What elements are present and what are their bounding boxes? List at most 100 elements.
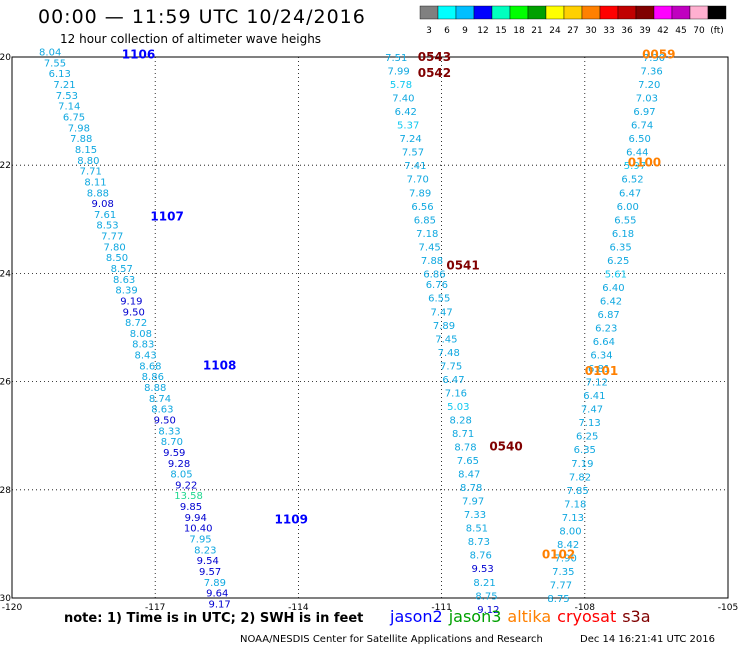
x-tick-label: -105	[718, 603, 738, 613]
data-point-label: 7.89	[204, 578, 226, 589]
data-point-label: 7.18	[564, 499, 586, 510]
data-point-label: 7.30	[643, 53, 665, 64]
timestamp: Dec 14 16:21:41 UTC 2016	[580, 634, 715, 645]
data-point-label: 9.50	[123, 307, 145, 318]
data-point-label: 7.75	[440, 361, 462, 372]
data-point-label: 8.70	[161, 437, 183, 448]
data-point-label: 8.75	[475, 591, 497, 602]
data-point-label: 7.77	[101, 232, 123, 243]
data-point-label: 7.95	[189, 534, 211, 545]
data-point-label: 6.55	[614, 215, 636, 226]
legend-entry: jason3	[448, 607, 502, 626]
data-point-label: 9.50	[154, 415, 176, 426]
data-point-label: 6.97	[633, 107, 655, 118]
data-point-label: 9.17	[209, 599, 231, 610]
data-point-label: 6.52	[621, 175, 643, 186]
data-point-label: 7.35	[552, 567, 574, 578]
color-scale-label: 39	[639, 26, 651, 36]
color-scale-label: 6	[444, 26, 450, 36]
pass-time-label: 0100	[628, 155, 661, 169]
color-scale-label: 30	[585, 26, 597, 36]
data-point-label: 7.88	[421, 256, 443, 267]
data-point-label: 6.47	[442, 375, 464, 386]
pass-time-label: 0543	[418, 50, 451, 64]
data-point-label: 8.88	[144, 383, 166, 394]
data-point-label: 9.12	[477, 605, 499, 616]
y-tick-label: -22	[0, 161, 11, 171]
color-scale-label: 24	[549, 26, 561, 36]
data-point-label: 6.56	[411, 202, 433, 213]
color-scale-label: 42	[657, 26, 668, 36]
data-point-label: 7.40	[392, 94, 414, 105]
color-scale-label: 45	[675, 26, 686, 36]
data-point-label: 6.42	[600, 296, 622, 307]
data-point-label: 6.23	[595, 324, 617, 335]
data-point-label: 7.45	[435, 334, 457, 345]
data-point-label: 6.85	[414, 215, 436, 226]
data-point-label: 8.74	[149, 394, 171, 405]
data-point-label: 6.87	[598, 310, 620, 321]
data-point-label: 6.18	[612, 229, 634, 240]
data-point-label: 7.65	[457, 456, 479, 467]
data-point-label: 7.41	[404, 161, 426, 172]
data-point-label: 9.08	[92, 199, 114, 210]
data-point-label: 8.39	[115, 286, 137, 297]
data-point-label: 6.34	[590, 351, 612, 362]
data-point-label: 8.88	[87, 188, 109, 199]
data-point-label: 7.03	[636, 94, 658, 105]
data-point-label: 6.76	[426, 280, 448, 291]
data-point-label: 6.44	[626, 148, 648, 159]
data-point-label: 8.71	[452, 429, 474, 440]
data-point-label: 6.64	[593, 337, 615, 348]
data-point-label: 7.36	[640, 67, 662, 78]
data-point-label: 6.81	[588, 364, 610, 375]
data-point-label: 7.45	[419, 242, 441, 253]
credit-line: NOAA/NESDIS Center for Satellite Applica…	[240, 634, 543, 645]
data-point-label: 7.89	[409, 188, 431, 199]
data-point-label: 8.47	[458, 470, 480, 481]
data-point-label: 7.48	[438, 348, 460, 359]
data-point-label: 7.57	[402, 148, 424, 159]
data-point-label: 9.94	[185, 513, 207, 524]
data-point-label: 7.12	[586, 378, 608, 389]
data-point-label: 7.51	[385, 53, 407, 64]
data-point-label: 7.55	[44, 58, 66, 69]
color-scale-bar: 3 6 9 12 15 18 21 24 27 30 33 36 39 42 45 70 (ft)	[419, 5, 727, 36]
data-point-label: 5.03	[447, 402, 469, 413]
data-point-label: 7.20	[638, 80, 660, 91]
data-point-label: 8.08	[130, 329, 152, 340]
color-scale-label: 27	[567, 26, 578, 36]
footnote: note: 1) Time is in UTC; 2) SWH is in fe…	[64, 611, 364, 626]
x-tick-label: -117	[145, 603, 165, 613]
data-point-label: 6.13	[49, 69, 71, 80]
x-tick-label: -108	[575, 603, 596, 613]
data-point-label: 8.42	[557, 540, 579, 551]
data-point-label: 9.22	[175, 480, 197, 491]
y-tick-label: -28	[0, 486, 11, 496]
plot-frame	[11, 56, 729, 599]
color-scale-label: 9	[462, 26, 468, 36]
satellite-legend: jason2 jason3 altika cryosat s3a	[390, 607, 657, 626]
data-point-label: 7.97	[462, 497, 484, 508]
data-point-label: 6.35	[574, 445, 596, 456]
data-point-label: 8.15	[75, 145, 97, 156]
data-point-label: 6.00	[617, 202, 639, 213]
data-point-label: 6.55	[428, 294, 450, 305]
data-point-label: 8.04	[39, 48, 61, 59]
data-point-label: 7.90	[555, 553, 577, 564]
data-point-label: 7.16	[445, 388, 467, 399]
data-point-label: 9.19	[120, 296, 142, 307]
data-point-label: 7.14	[58, 102, 80, 113]
data-point-label: 8.80	[77, 156, 99, 167]
data-point-label: 8.75	[547, 594, 569, 605]
pass-time-label: 1106	[122, 47, 155, 61]
data-point-label: 6.35	[609, 242, 631, 253]
data-point-label: 7.13	[578, 418, 600, 429]
pass-time-label: 0540	[489, 440, 522, 454]
data-point-label: 7.47	[581, 405, 603, 416]
data-point-label: 8.28	[450, 415, 472, 426]
data-point-label: 7.61	[94, 210, 116, 221]
data-point-label: 8.53	[96, 221, 118, 232]
data-point-label: 7.53	[56, 91, 78, 102]
data-point-label: 8.43	[135, 351, 157, 362]
